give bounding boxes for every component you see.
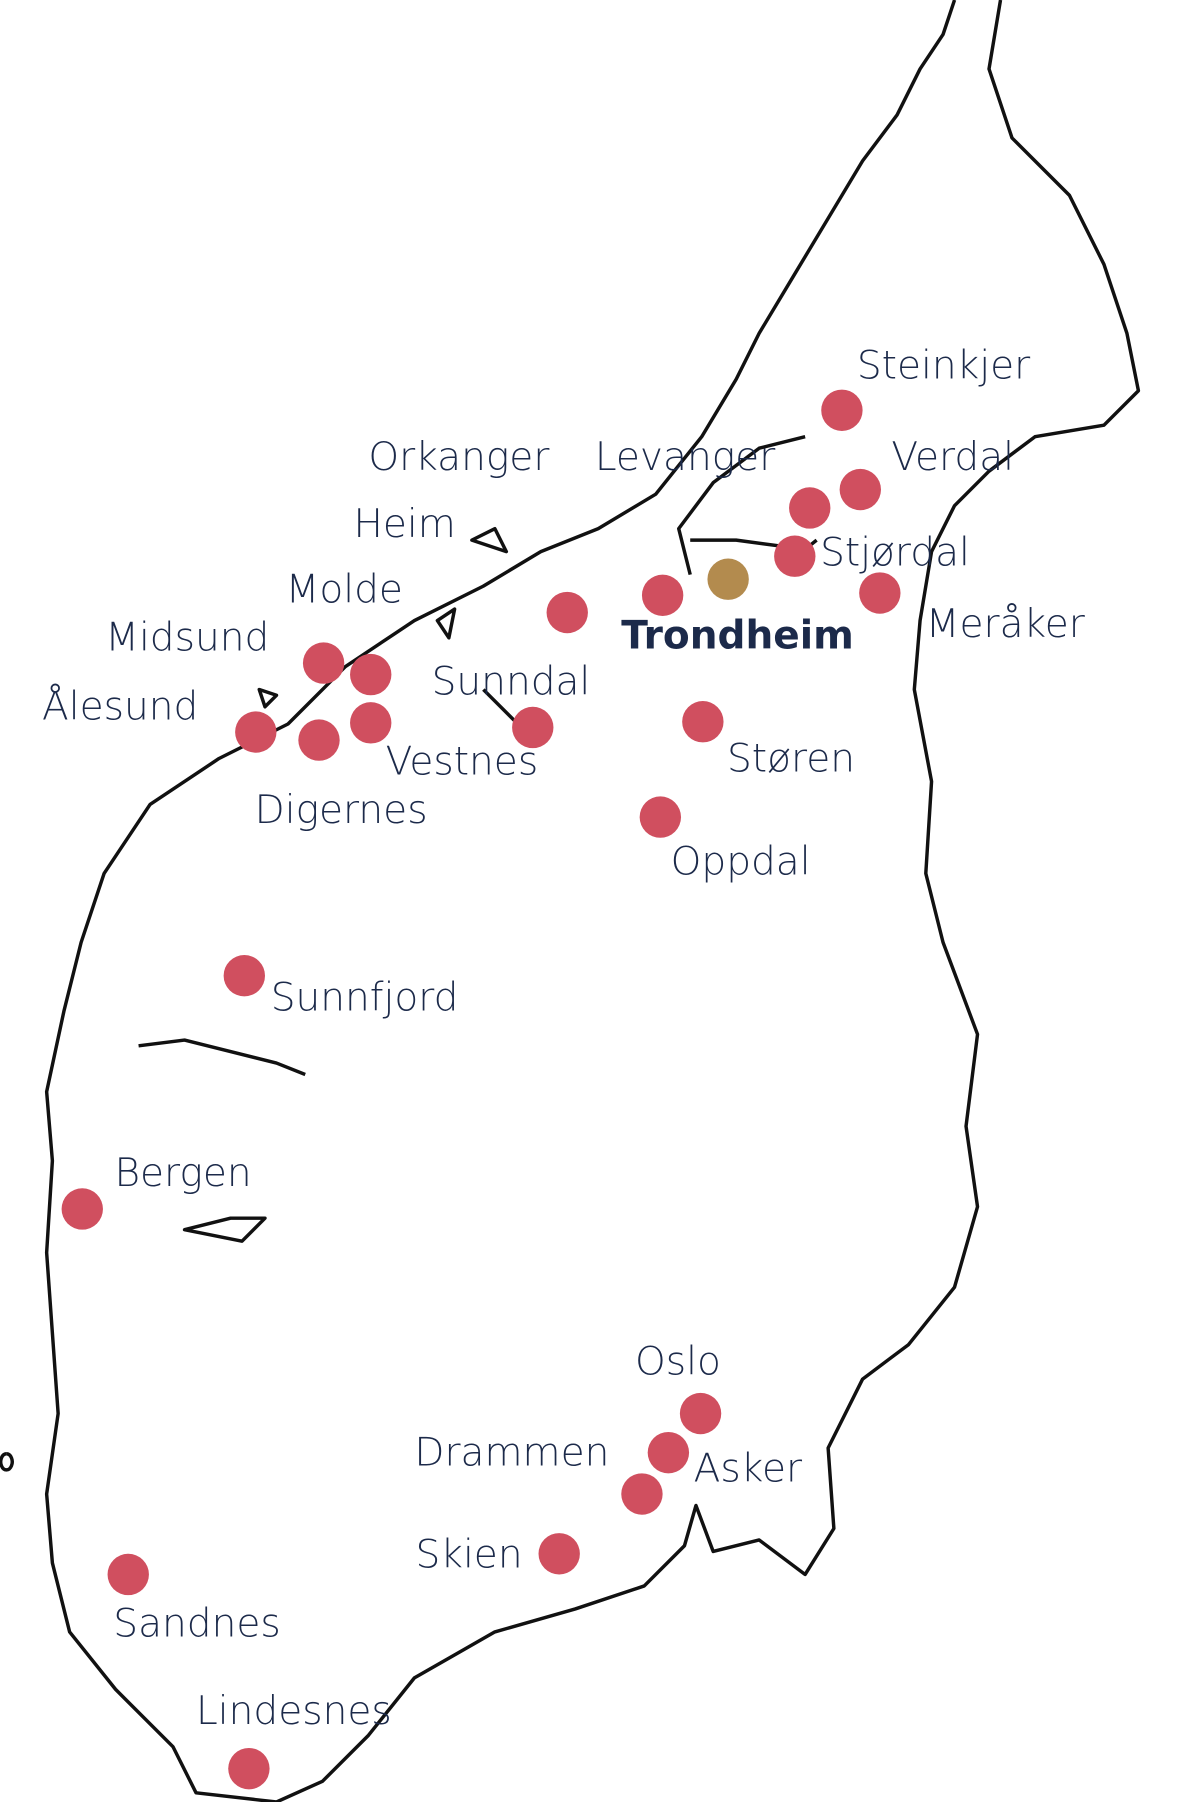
- city-marker: [641, 574, 684, 616]
- city-marker: [223, 955, 265, 997]
- city-label: Trondheim: [621, 613, 854, 658]
- city-label: Vestnes: [386, 740, 539, 785]
- city-marker: [859, 572, 901, 614]
- city-marker: [61, 1188, 103, 1230]
- city-marker: [298, 719, 340, 761]
- city-label: Orkanger: [368, 435, 550, 480]
- city-label: Molde: [286, 567, 403, 612]
- city-label: Asker: [694, 1447, 803, 1492]
- city-marker: [512, 706, 554, 749]
- city-marker: [235, 711, 277, 753]
- city-marker: [839, 468, 881, 511]
- city-marker: [228, 1747, 270, 1790]
- city-label: Verdal: [891, 435, 1014, 480]
- city-marker: [538, 1533, 580, 1575]
- city-marker: [546, 591, 588, 634]
- coastline: [0, 0, 1141, 1802]
- city-marker: [639, 796, 682, 838]
- city-label: Ålesund: [42, 684, 198, 730]
- city-marker: [350, 702, 392, 744]
- city-label: Skien: [416, 1533, 523, 1578]
- city-label: Sunndal: [432, 659, 591, 704]
- city-marker: [774, 535, 816, 577]
- city-label: Levanger: [595, 435, 776, 480]
- city-marker: [679, 1392, 722, 1435]
- city-marker: [107, 1553, 149, 1596]
- city-label: Meråker: [926, 602, 1086, 647]
- city-marker: [621, 1473, 663, 1515]
- city-label: Oppdal: [671, 840, 811, 885]
- home-marker: [707, 558, 749, 600]
- city-marker: [302, 642, 345, 684]
- city-marker: [789, 487, 831, 529]
- city-label: Stjørdal: [820, 531, 970, 576]
- city-label: Sunnfjord: [271, 975, 459, 1020]
- city-marker: [682, 701, 724, 743]
- city-label: Midsund: [105, 616, 269, 661]
- city-marker: [821, 389, 863, 431]
- city-label: Heim: [353, 502, 455, 547]
- city-label: Digernes: [255, 788, 428, 833]
- city-marker: [350, 653, 392, 696]
- city-marker: [647, 1431, 690, 1474]
- city-label: Lindesnes: [196, 1689, 392, 1734]
- city-label: Drammen: [414, 1430, 609, 1475]
- city-label: Oslo: [635, 1340, 721, 1385]
- city-label: Steinkjer: [857, 343, 1031, 388]
- city-label: Sandnes: [113, 1602, 280, 1647]
- city-label: Støren: [727, 736, 855, 781]
- city-label: Bergen: [114, 1151, 251, 1196]
